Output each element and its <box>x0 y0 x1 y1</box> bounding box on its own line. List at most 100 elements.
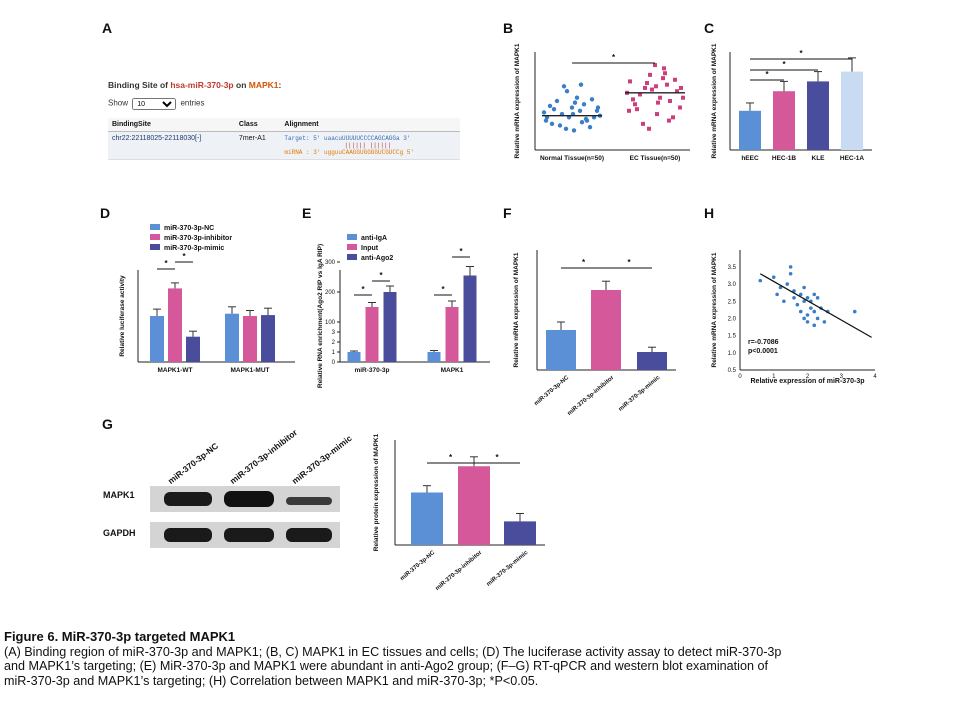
data-point <box>673 77 677 82</box>
class-cell: 7mer-A1 <box>234 131 281 160</box>
data-point <box>554 98 560 104</box>
data-point <box>654 84 658 89</box>
band-gapdh-mimic <box>286 528 332 542</box>
chart-c-category: HEC-1B <box>772 155 797 162</box>
chart-f-ylabel: Relative mRNA expression of MAPK1 <box>513 252 520 367</box>
data-point <box>645 81 649 86</box>
bar <box>841 71 863 150</box>
data-point <box>798 309 803 314</box>
alignment-cell: Target: 5' uaacuUUUUUCCCCAGCAGGa 3' ||||… <box>280 131 460 160</box>
panel-label-b: B <box>503 20 514 36</box>
entries-select[interactable]: 10 <box>132 98 177 110</box>
chart-h-r: r=-0.7086 <box>748 339 779 346</box>
chart-h-ytick: 0.5 <box>728 368 737 374</box>
chart-d-category: MAPK1-WT <box>157 367 192 374</box>
chart-g-category: miR-370-3p-mimic <box>486 550 530 588</box>
data-point <box>564 89 570 94</box>
chart-b-category: EC Tissue(n=50) <box>630 155 681 162</box>
bar <box>261 315 275 362</box>
chart-h-xlabel: Relative expression of miR-370-3p <box>751 378 865 385</box>
bar <box>739 110 761 150</box>
binding-site-table: BindingSite Class Alignment chr22:221180… <box>108 118 460 160</box>
chart-e-sig-label: * <box>361 285 365 294</box>
chart-f-category: miR-370-3p-mimic <box>618 375 662 413</box>
data-point <box>641 121 645 126</box>
binding-site-link[interactable]: chr22:22118025-22118030[-] <box>108 131 235 160</box>
data-point <box>571 128 577 133</box>
data-point <box>661 76 665 81</box>
chart-f-sig-label: * <box>627 258 631 267</box>
band-gapdh-nc <box>164 528 212 542</box>
chart-g-category: miR-370-3p-NC <box>399 550 436 583</box>
chart-f-sig-label: * <box>582 258 586 267</box>
bar <box>365 307 379 362</box>
figure-charts: Relative mRNA expression of MAPK1 * Normal… <box>119 43 877 592</box>
bar <box>463 275 477 362</box>
caption-line: miR-370-3p and MAPK1’s targeting; (H) Co… <box>4 673 539 688</box>
chart-e-ytick: 3 <box>332 330 336 336</box>
legend-swatch <box>347 244 357 250</box>
column-header-alignment[interactable]: Alignment <box>280 118 460 132</box>
bar <box>383 292 397 362</box>
chart-e-ytick: 1 <box>332 350 336 356</box>
chart-h-xtick: 1 <box>772 374 776 380</box>
chart-h-xtick: 3 <box>840 374 844 380</box>
data-point <box>543 118 549 123</box>
data-point <box>653 63 657 68</box>
data-point <box>805 296 810 300</box>
data-point <box>805 320 810 324</box>
bar <box>591 290 621 370</box>
chart-e-ytick: 2 <box>332 340 336 346</box>
bar <box>427 352 441 362</box>
data-point <box>815 316 820 321</box>
chart-c-sig-label: * <box>782 60 786 69</box>
data-point <box>681 95 685 100</box>
column-header-class[interactable]: Class <box>234 118 281 132</box>
panel-label-c: C <box>704 20 715 36</box>
bar <box>411 492 443 545</box>
chart-e-ytick: 100 <box>325 320 336 326</box>
chart-g-ylabel: Relative protein expression of MAPK1 <box>373 433 380 551</box>
data-point <box>581 102 587 107</box>
bar <box>243 316 257 362</box>
legend-entry: miR-370-3p-NC <box>164 225 214 232</box>
chart-c-category: KLE <box>812 155 826 162</box>
legend-entry: Input <box>361 245 379 252</box>
chart-h-xtick: 2 <box>806 374 810 380</box>
chart-e-sig-label: * <box>441 285 445 294</box>
column-header-bindingsite[interactable]: BindingSite <box>108 118 235 132</box>
chart-h-ytick: 2.5 <box>728 299 737 305</box>
data-point <box>643 85 647 90</box>
chart-h-ylabel: Relative mRNA expression of MAPK1 <box>711 252 718 367</box>
data-point <box>658 95 662 100</box>
data-point <box>635 107 639 112</box>
chart-e-ytick: 0 <box>332 360 336 366</box>
legend-entry: anti-IgA <box>361 235 387 242</box>
data-point <box>563 126 569 131</box>
data-point <box>815 296 820 300</box>
chart-c-category: hEEC <box>741 155 759 162</box>
chart-h-ytick: 3.0 <box>728 282 737 288</box>
data-point <box>569 105 575 110</box>
data-point <box>802 316 806 321</box>
chart-e-sig-label: * <box>379 271 383 280</box>
legend-swatch <box>347 254 357 260</box>
data-point <box>650 87 654 92</box>
regression-line <box>759 273 872 338</box>
chart-e-ylabel: Relative RNA enrichment(Ago2 RIP vs IgA … <box>317 244 324 388</box>
chart-f-category: miR-370-3p-inhibitor <box>567 375 616 418</box>
bar <box>186 336 200 362</box>
data-point <box>812 309 817 314</box>
data-point <box>668 99 672 103</box>
panel-label-h: H <box>704 205 715 221</box>
chart-d-sig-label: * <box>164 259 168 268</box>
chart-b-sig-label: * <box>612 53 616 62</box>
chart-c-ylabel: Relative mRNA expression of MAPK1 <box>711 43 718 158</box>
chart-e-ytick: 300 <box>325 260 336 266</box>
chart-d-category: MAPK1-MUT <box>231 367 270 374</box>
bar <box>445 307 459 362</box>
bar <box>168 288 182 362</box>
chart-e-category: miR-370-3p <box>354 367 389 374</box>
data-point <box>561 84 567 89</box>
data-point <box>572 100 578 105</box>
